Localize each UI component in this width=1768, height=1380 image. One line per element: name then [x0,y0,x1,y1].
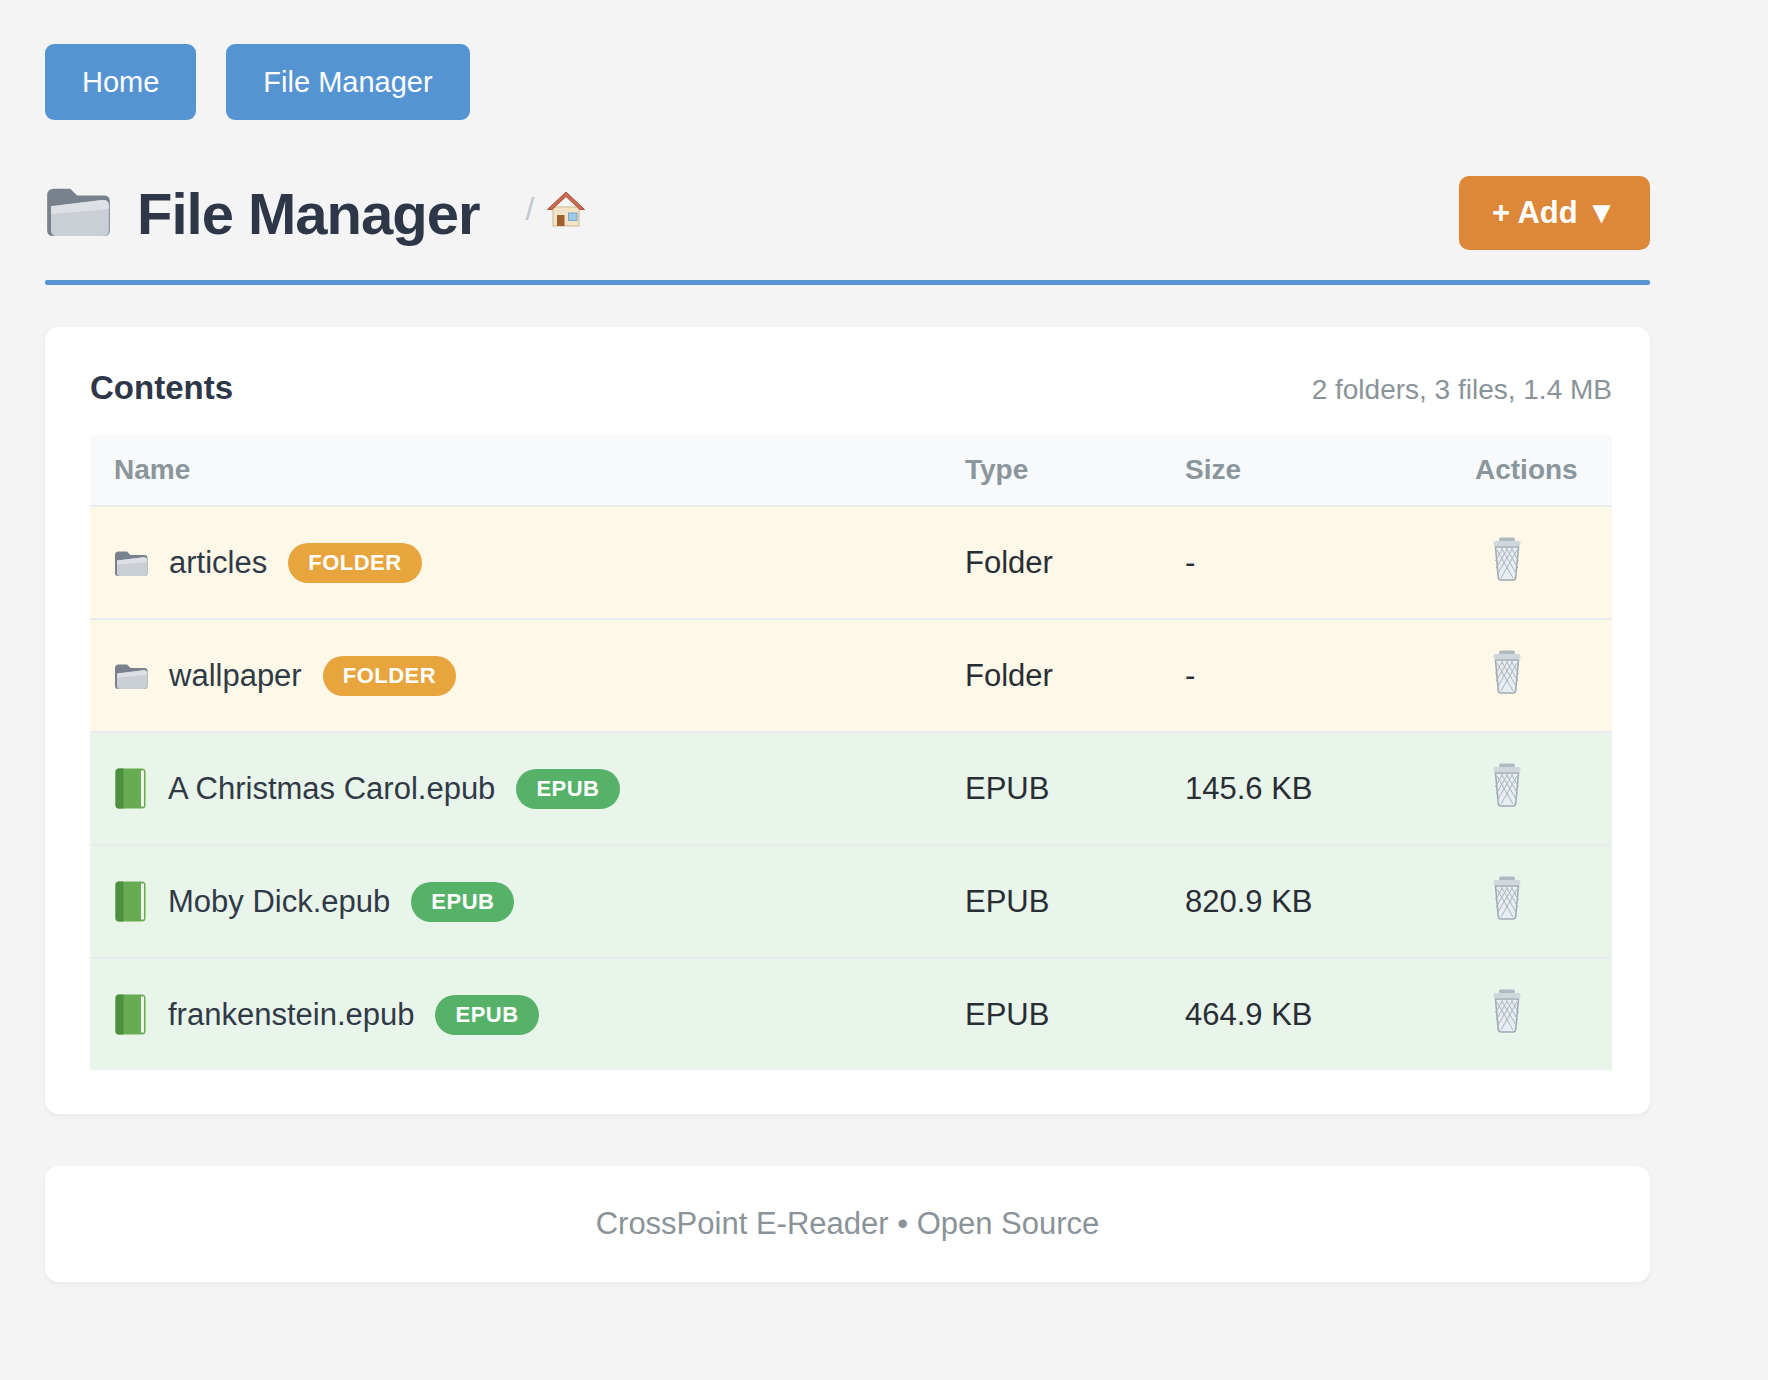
file-type: Folder [965,658,1185,694]
file-type: EPUB [965,771,1185,807]
file-name-cell[interactable]: frankenstein.epub EPUB [90,994,965,1035]
file-size: 820.9 KB [1185,884,1475,920]
file-size: 145.6 KB [1185,771,1475,807]
book-icon [114,768,147,809]
contents-card: Contents 2 folders, 3 files, 1.4 MB Name… [45,327,1650,1114]
file-name: A Christmas Carol.epub [168,771,495,807]
file-size: - [1185,658,1475,694]
file-actions-cell [1475,876,1612,928]
type-badge: EPUB [435,995,538,1035]
top-nav: Home File Manager [45,44,1650,120]
file-size: 464.9 KB [1185,997,1475,1033]
book-icon [114,994,147,1035]
delete-button[interactable] [1489,763,1525,807]
table-body: articles FOLDER Folder - wallpaper FOLDE… [90,505,1612,1070]
file-name-cell[interactable]: articles FOLDER [90,543,965,583]
table-row: wallpaper FOLDER Folder - [90,618,1612,731]
file-type: EPUB [965,997,1185,1033]
file-type: EPUB [965,884,1185,920]
file-name-cell[interactable]: wallpaper FOLDER [90,656,965,696]
contents-summary: 2 folders, 3 files, 1.4 MB [1312,374,1612,406]
type-badge: FOLDER [323,656,456,696]
folder-icon [114,549,148,577]
file-size: - [1185,545,1475,581]
header-divider [45,280,1650,285]
file-actions-cell [1475,989,1612,1041]
delete-button[interactable] [1489,650,1525,694]
column-header-size: Size [1185,454,1475,486]
file-manager-page: Home File Manager File Manager / [0,0,1768,1282]
column-header-type: Type [965,454,1185,486]
file-name: Moby Dick.epub [168,884,390,920]
file-table: Name Type Size Actions articles FOLDER F… [90,435,1612,1070]
table-row: articles FOLDER Folder - [90,505,1612,618]
table-row: frankenstein.epub EPUB EPUB 464.9 KB [90,957,1612,1070]
file-name-cell[interactable]: Moby Dick.epub EPUB [90,881,965,922]
delete-button[interactable] [1489,537,1525,581]
delete-button[interactable] [1489,989,1525,1033]
column-header-name: Name [90,454,965,486]
breadcrumb-separator: / [526,191,535,232]
breadcrumb: / [526,190,587,236]
contents-title: Contents [90,369,233,407]
table-header: Name Type Size Actions [90,435,1612,505]
table-row: A Christmas Carol.epub EPUB EPUB 145.6 K… [90,731,1612,844]
footer-text: CrossPoint E-Reader • Open Source [596,1206,1100,1242]
table-row: Moby Dick.epub EPUB EPUB 820.9 KB [90,844,1612,957]
home-button[interactable]: Home [45,44,196,120]
page-title: File Manager [137,180,480,247]
book-icon [114,881,147,922]
footer-card: CrossPoint E-Reader • Open Source [45,1166,1650,1282]
file-manager-button[interactable]: File Manager [226,44,469,120]
type-badge: EPUB [411,882,514,922]
file-type: Folder [965,545,1185,581]
folder-icon [45,184,111,242]
file-actions-cell [1475,537,1612,589]
file-name: frankenstein.epub [168,997,414,1033]
file-name: articles [169,545,267,581]
delete-button[interactable] [1489,876,1525,920]
folder-icon [114,662,148,690]
add-button[interactable]: + Add ▼ [1459,176,1650,250]
file-name-cell[interactable]: A Christmas Carol.epub EPUB [90,768,965,809]
home-icon[interactable] [546,190,586,232]
column-header-actions: Actions [1475,454,1612,486]
file-actions-cell [1475,650,1612,702]
file-name: wallpaper [169,658,302,694]
file-actions-cell [1475,763,1612,815]
type-badge: EPUB [516,769,619,809]
type-badge: FOLDER [288,543,421,583]
page-header: File Manager / + Add ▼ [45,176,1650,250]
